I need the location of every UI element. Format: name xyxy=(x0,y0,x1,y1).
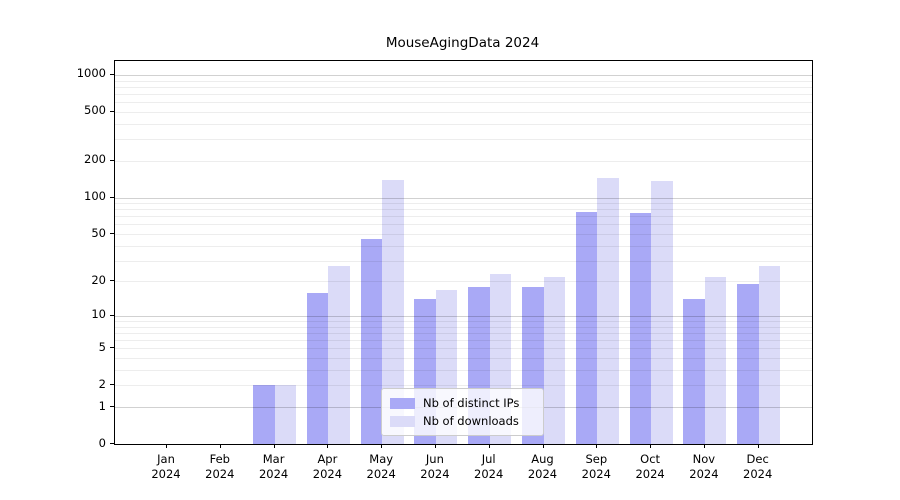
grid-layer xyxy=(115,61,812,444)
y-tick xyxy=(110,280,114,282)
bar-ips-apr xyxy=(306,292,329,444)
x-tick-label: Jun 2024 xyxy=(420,452,450,481)
bar-downloads-nov xyxy=(704,276,727,444)
legend-item-downloads: Nb of downloads xyxy=(390,414,535,428)
x-tick xyxy=(166,444,167,448)
x-tick-label: Jan 2024 xyxy=(151,452,181,481)
minor-gridline xyxy=(115,203,812,204)
legend: Nb of distinct IPs Nb of downloads xyxy=(381,388,544,436)
x-tick xyxy=(542,444,544,448)
bar-downloads-dec xyxy=(758,266,781,444)
y-tick xyxy=(110,406,114,407)
x-tick xyxy=(219,444,221,448)
minor-gridline xyxy=(115,369,812,371)
x-tick xyxy=(327,444,329,448)
x-tick xyxy=(596,444,598,448)
y-tick xyxy=(110,73,114,75)
minor-gridline xyxy=(115,209,812,211)
minor-gridline xyxy=(115,260,812,262)
x-tick xyxy=(381,444,383,448)
bar-downloads-sep xyxy=(597,177,619,444)
bar-downloads-oct xyxy=(651,181,673,444)
minor-gridline xyxy=(115,86,812,88)
minor-gridline xyxy=(115,80,812,82)
x-tick-label: Jul 2024 xyxy=(474,452,504,481)
x-tick xyxy=(273,444,275,448)
y-tick-label: 10 xyxy=(91,307,106,322)
minor-gridline xyxy=(115,234,812,235)
bar-ips-mar xyxy=(253,385,275,444)
minor-gridline xyxy=(115,245,812,247)
minor-gridline xyxy=(115,216,812,218)
x-tick-label: Mar 2024 xyxy=(258,452,289,481)
legend-label-distinct-ips: Nb of distinct IPs xyxy=(423,396,520,410)
y-tick-label: 200 xyxy=(84,152,106,167)
y-tick-label: 0 xyxy=(98,435,106,450)
bar-downloads-may xyxy=(382,179,404,444)
bar-ips-sep xyxy=(575,211,598,444)
y-tick-label: 20 xyxy=(91,272,106,287)
minor-gridline xyxy=(115,102,812,104)
legend-swatch-distinct-ips xyxy=(390,397,415,409)
bar-ips-oct xyxy=(629,213,652,444)
y-tick xyxy=(110,384,114,386)
y-tick xyxy=(110,196,114,198)
x-tick xyxy=(650,444,652,448)
legend-swatch-downloads xyxy=(390,415,415,427)
x-tick-label: May 2024 xyxy=(366,452,396,481)
y-tick xyxy=(110,347,114,349)
y-tick xyxy=(110,443,114,444)
y-tick-label: 50 xyxy=(91,225,106,240)
x-tick xyxy=(488,444,490,448)
major-gridline xyxy=(115,315,812,317)
x-tick-label: Oct 2024 xyxy=(635,452,665,481)
minor-gridline xyxy=(115,224,812,226)
minor-gridline xyxy=(115,321,812,322)
y-tick-label: 500 xyxy=(84,103,106,118)
minor-gridline xyxy=(115,160,812,162)
minor-gridline xyxy=(115,281,812,283)
y-tick-label: 1 xyxy=(98,398,106,413)
x-tick-label: Apr 2024 xyxy=(312,452,343,481)
minor-gridline xyxy=(115,348,812,350)
bar-downloads-aug xyxy=(543,276,566,444)
minor-gridline xyxy=(115,139,812,141)
minor-gridline xyxy=(115,94,812,95)
minor-gridline xyxy=(115,326,812,328)
bar-ips-dec xyxy=(737,283,759,444)
x-tick-label: Dec 2024 xyxy=(743,452,773,481)
minor-gridline xyxy=(115,123,812,125)
major-gridline xyxy=(115,74,812,76)
x-tick xyxy=(434,444,436,448)
x-tick xyxy=(703,444,705,448)
y-tick xyxy=(110,314,114,316)
minor-gridline xyxy=(115,332,812,334)
bar-downloads-apr xyxy=(328,266,350,444)
bar-downloads-mar xyxy=(274,385,297,444)
x-tick-label: Aug 2024 xyxy=(527,452,558,481)
y-tick xyxy=(110,110,114,112)
legend-item-distinct-ips: Nb of distinct IPs xyxy=(390,396,535,410)
minor-gridline xyxy=(115,340,812,342)
chart-title: MouseAgingData 2024 xyxy=(385,35,540,51)
bar-ips-may xyxy=(360,239,383,444)
x-tick-label: Feb 2024 xyxy=(205,452,235,481)
minor-gridline xyxy=(115,111,812,113)
x-tick-label: Nov 2024 xyxy=(689,452,719,481)
minor-gridline xyxy=(115,358,812,359)
y-tick-label: 100 xyxy=(84,189,106,203)
x-tick-label: Sep 2024 xyxy=(581,452,611,481)
y-tick xyxy=(110,233,114,234)
bar-ips-nov xyxy=(683,299,705,444)
major-gridline xyxy=(115,197,812,199)
y-tick-label: 2 xyxy=(98,376,106,391)
y-tick xyxy=(110,159,114,161)
y-tick-label: 5 xyxy=(98,339,106,354)
x-tick xyxy=(757,444,759,448)
legend-label-downloads: Nb of downloads xyxy=(423,414,519,428)
y-tick-label: 1000 xyxy=(76,66,106,81)
minor-gridline xyxy=(115,385,812,387)
